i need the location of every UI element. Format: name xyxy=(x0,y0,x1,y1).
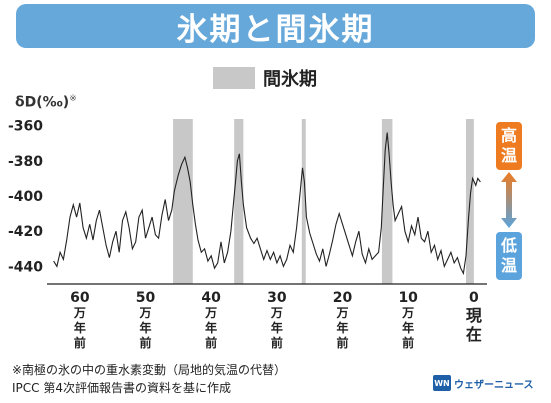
x-tick-number: 20 xyxy=(333,290,353,306)
x-tick-label: 0現在 xyxy=(466,290,482,344)
low-temperature-badge: 低温 xyxy=(496,232,522,280)
y-axis-label-text: δD(‰) xyxy=(15,94,70,111)
x-tick-unit: 前 xyxy=(402,335,414,350)
x-tick-number: 50 xyxy=(136,290,156,306)
y-axis-label: δD(‰)※ xyxy=(15,94,77,111)
interglacial-band-4 xyxy=(381,119,393,284)
x-tick-number: 40 xyxy=(201,290,221,306)
brand-name: ウェザーニュース xyxy=(454,379,534,391)
y-axis-label-mark: ※ xyxy=(69,94,77,104)
x-tick-unit: 年 xyxy=(139,320,151,335)
x-tick-number: 60 xyxy=(70,290,90,306)
x-tick-unit: 年 xyxy=(402,320,414,335)
temperature-arrow xyxy=(498,172,520,228)
x-tick-unit: 現 xyxy=(466,306,482,325)
page-title: 氷期と間氷期 xyxy=(176,11,375,48)
interglacial-band-3 xyxy=(301,119,306,284)
x-tick-unit: 前 xyxy=(271,335,283,350)
x-tick-unit: 年 xyxy=(205,320,217,335)
interglacial-band-2 xyxy=(234,119,244,284)
y-tick-label: -380 xyxy=(8,154,43,170)
high-temperature-badge: 高温 xyxy=(496,122,522,170)
x-tick-number: 10 xyxy=(398,290,418,306)
x-tick-unit: 年 xyxy=(337,320,349,335)
x-tick-unit: 前 xyxy=(74,335,86,350)
series-line xyxy=(53,132,481,276)
y-tick-labels: -360 -380 -400 -420 -440 xyxy=(8,119,43,276)
double-arrow-icon xyxy=(501,172,517,228)
x-tick-unit: 万 xyxy=(336,306,349,320)
x-tick-unit: 万 xyxy=(270,306,283,320)
brand: WN ウェザーニュース xyxy=(433,375,534,391)
title-box: 氷期と間氷期 xyxy=(16,4,535,48)
x-tick-number: 0 xyxy=(469,290,479,306)
x-tick-unit: 万 xyxy=(73,306,86,320)
interglacial-band-1 xyxy=(173,119,193,284)
y-tick-label: -440 xyxy=(8,259,43,275)
y-tick-label: -360 xyxy=(8,119,43,135)
x-tick-unit: 前 xyxy=(139,335,151,350)
x-tick-unit: 前 xyxy=(337,335,349,350)
x-tick-number: 30 xyxy=(267,290,287,306)
x-tick-unit: 前 xyxy=(205,335,217,350)
x-tick-unit: 万 xyxy=(138,306,151,320)
x-tick-unit: 年 xyxy=(74,320,86,335)
legend-label: 間氷期 xyxy=(263,69,317,90)
y-tick-label: -420 xyxy=(8,224,43,240)
footnote-deuterium: ※南極の氷の中の重水素変動（局地的気温の代替） xyxy=(12,363,287,377)
legend: 間氷期 xyxy=(213,66,317,90)
footnote-source: IPCC 第4次評価報告書の資料を基に作成 xyxy=(12,381,231,395)
weathernews-logo-icon: WN xyxy=(433,375,451,391)
y-tick-label: -400 xyxy=(8,189,43,205)
x-tick-unit: 年 xyxy=(271,320,283,335)
legend-swatch xyxy=(213,67,255,89)
x-tick-unit: 万 xyxy=(204,306,217,320)
x-tick-unit: 在 xyxy=(466,325,482,344)
title-band: 氷期と間氷期 xyxy=(0,0,551,52)
x-tick-unit: 万 xyxy=(401,306,414,320)
